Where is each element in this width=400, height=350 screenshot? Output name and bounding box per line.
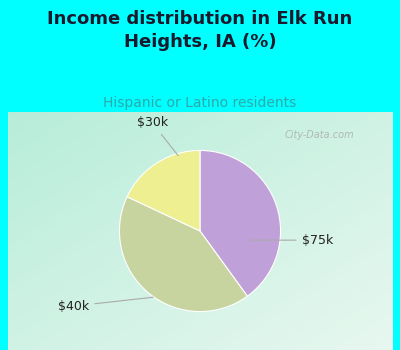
Wedge shape <box>200 150 280 296</box>
Text: City-Data.com: City-Data.com <box>284 130 354 140</box>
Text: $75k: $75k <box>250 234 333 247</box>
Text: $30k: $30k <box>137 117 178 156</box>
Text: Hispanic or Latino residents: Hispanic or Latino residents <box>103 96 297 110</box>
Text: Income distribution in Elk Run
Heights, IA (%): Income distribution in Elk Run Heights, … <box>47 10 353 51</box>
Wedge shape <box>120 197 247 312</box>
Wedge shape <box>127 150 200 231</box>
Text: $40k: $40k <box>58 297 153 313</box>
